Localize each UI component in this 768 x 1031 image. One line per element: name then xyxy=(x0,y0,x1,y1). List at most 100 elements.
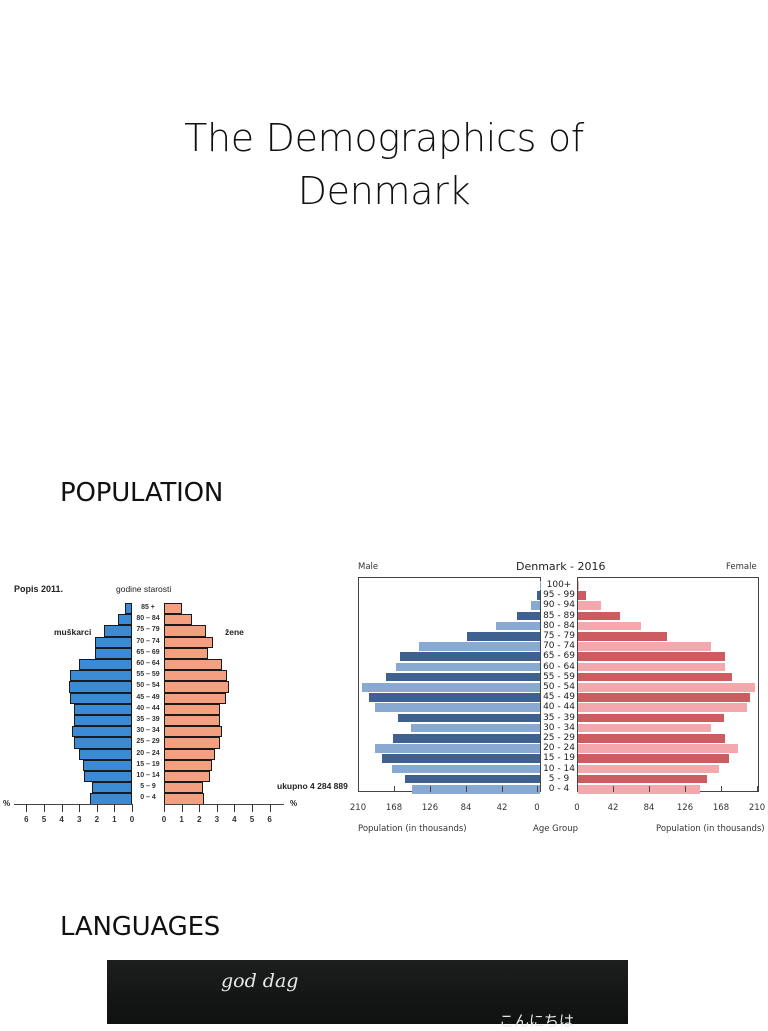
male-bar xyxy=(419,642,540,651)
x-tick xyxy=(394,786,395,792)
male-bar xyxy=(392,765,540,774)
female-bar xyxy=(164,704,220,715)
x-tick-label: 0 xyxy=(525,803,549,813)
female-bar xyxy=(578,673,732,682)
male-bar xyxy=(362,683,540,692)
right-label: žene xyxy=(225,627,244,637)
age-group-label: 0 – 4 xyxy=(132,794,164,801)
left-label: muškarci xyxy=(54,627,91,637)
age-group-label: 60 – 64 xyxy=(132,660,164,667)
x-tick-label: 168 xyxy=(382,803,406,813)
male-bar xyxy=(382,754,540,763)
x-tick-label: 2 xyxy=(92,815,102,824)
female-bar xyxy=(578,765,719,774)
male-bar xyxy=(118,614,132,625)
pyramid-chart-popis-2011: Popis 2011. godine starosti muškarci žen… xyxy=(0,570,360,840)
age-group-label: 35 – 39 xyxy=(132,716,164,723)
male-bar xyxy=(79,749,132,760)
male-bar xyxy=(104,625,132,636)
x-tick xyxy=(79,804,80,812)
chart-title: Popis 2011. xyxy=(14,584,63,594)
male-bar xyxy=(369,693,540,702)
male-bar xyxy=(95,637,132,648)
age-group-label: 85 + xyxy=(132,604,164,611)
x-tick-label: 5 xyxy=(247,815,257,824)
age-group-label: 45 – 49 xyxy=(132,694,164,701)
x-tick xyxy=(270,804,271,812)
age-group-label: 45 - 49 xyxy=(539,692,579,702)
female-bar xyxy=(578,693,750,702)
x-axis-label-center: Age Group xyxy=(533,824,578,834)
x-tick xyxy=(358,786,359,792)
age-group-label: 55 - 59 xyxy=(539,672,579,682)
female-bar xyxy=(578,652,725,661)
x-tick xyxy=(613,786,614,792)
age-group-label: 5 – 9 xyxy=(132,783,164,790)
female-bar xyxy=(578,632,667,641)
age-group-label: 15 – 19 xyxy=(132,761,164,768)
female-bar xyxy=(578,775,707,784)
age-group-label: 30 – 34 xyxy=(132,727,164,734)
female-bar xyxy=(164,681,229,692)
age-group-label: 20 - 24 xyxy=(539,743,579,753)
x-tick-label: 126 xyxy=(673,803,697,813)
x-axis-label-right: Population (in thousands) xyxy=(656,824,765,834)
x-tick-label: 42 xyxy=(601,803,625,813)
female-bar xyxy=(578,612,620,621)
male-bar xyxy=(70,693,132,704)
section-heading-population: POPULATION xyxy=(60,478,223,508)
female-bar xyxy=(164,760,212,771)
x-tick-label: 4 xyxy=(57,815,67,824)
male-bar xyxy=(393,734,540,743)
x-tick-label: 2 xyxy=(194,815,204,824)
age-group-label: 80 - 84 xyxy=(539,621,579,631)
male-bar xyxy=(398,714,540,723)
male-bar xyxy=(74,715,132,726)
male-bar xyxy=(375,703,540,712)
x-tick xyxy=(252,804,253,812)
female-bar xyxy=(578,744,738,753)
age-group-label: 85 - 89 xyxy=(539,611,579,621)
male-bar xyxy=(375,744,540,753)
age-group-label: 60 - 64 xyxy=(539,662,579,672)
x-tick xyxy=(685,786,686,792)
female-bar xyxy=(578,703,747,712)
unit-label-left: % xyxy=(3,799,10,808)
female-bar xyxy=(164,782,203,793)
male-bar xyxy=(125,603,132,614)
age-group-label: 0 - 4 xyxy=(539,784,579,794)
x-tick-label: 0 xyxy=(127,815,137,824)
female-bar xyxy=(164,715,220,726)
x-tick xyxy=(430,786,431,792)
x-tick-label: 5 xyxy=(39,815,49,824)
x-axis-label-left: Population (in thousands) xyxy=(358,824,467,834)
age-group-label: 75 - 79 xyxy=(539,631,579,641)
female-bar xyxy=(164,771,210,782)
age-group-label: 40 - 44 xyxy=(539,702,579,712)
age-group-label: 40 – 44 xyxy=(132,705,164,712)
age-group-label: 70 - 74 xyxy=(539,641,579,651)
female-bar xyxy=(578,754,729,763)
section-heading-languages: LANGUAGES xyxy=(60,912,220,942)
male-bar xyxy=(84,771,132,782)
unit-label-right: % xyxy=(290,799,297,808)
male-bar xyxy=(405,775,540,784)
x-tick xyxy=(757,786,758,792)
female-bar xyxy=(164,648,208,659)
x-tick xyxy=(234,804,235,812)
age-group-label: 20 – 24 xyxy=(132,750,164,757)
title-line-1: The Demographics of xyxy=(0,112,768,165)
x-tick xyxy=(97,804,98,812)
x-tick-label: 3 xyxy=(74,815,84,824)
x-tick xyxy=(466,786,467,792)
male-bar xyxy=(386,673,540,682)
x-tick xyxy=(537,786,538,792)
female-bar xyxy=(578,601,601,610)
male-bar xyxy=(411,724,540,733)
x-tick-label: 6 xyxy=(21,815,31,824)
female-bar xyxy=(578,591,586,600)
x-tick xyxy=(44,804,45,812)
age-group-label: 65 – 69 xyxy=(132,649,164,656)
female-bar xyxy=(578,714,724,723)
x-tick-label: 4 xyxy=(229,815,239,824)
